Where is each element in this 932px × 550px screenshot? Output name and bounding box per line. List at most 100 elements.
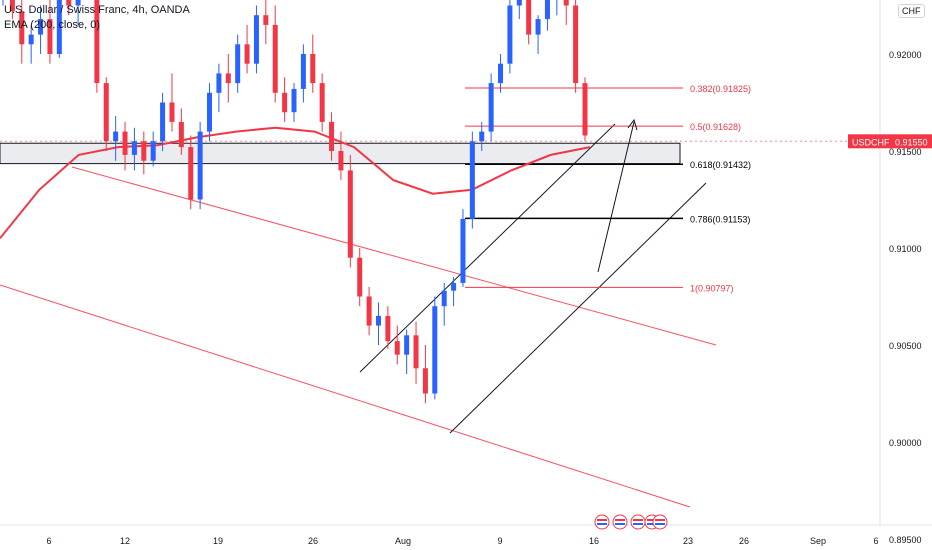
event-flag-icon[interactable] bbox=[630, 514, 646, 530]
flag-stripe bbox=[655, 519, 665, 521]
symbol-title[interactable]: U.S. Dollar / Swiss Franc, 4h, OANDA bbox=[4, 4, 190, 16]
candle-body bbox=[160, 102, 166, 142]
flag-circle bbox=[630, 514, 646, 530]
flag-circle bbox=[612, 514, 628, 530]
candlesticks bbox=[2, 0, 588, 404]
candle-body bbox=[9, 0, 15, 12]
candle-body bbox=[272, 24, 278, 93]
flag-stripe bbox=[633, 519, 643, 521]
candle-body bbox=[38, 19, 44, 35]
candle-body bbox=[216, 73, 222, 93]
candle-body bbox=[422, 368, 428, 394]
candle-body bbox=[113, 131, 119, 142]
time-tick-label: 23 bbox=[683, 536, 693, 546]
candle-body bbox=[141, 141, 147, 161]
candle-body bbox=[479, 131, 485, 142]
event-flag-icon[interactable] bbox=[652, 514, 668, 530]
time-tick-label: 6 bbox=[46, 536, 51, 546]
up-channel-lower bbox=[449, 182, 707, 434]
indicator-label[interactable]: EMA (200, close, 0) bbox=[4, 19, 100, 31]
time-tick-label: 26 bbox=[739, 536, 749, 546]
candle-body bbox=[75, 0, 81, 6]
candle-body bbox=[347, 170, 353, 258]
candle-body bbox=[66, 0, 72, 6]
time-tick-label: 6 bbox=[873, 536, 878, 546]
down-channel-upper bbox=[71, 166, 717, 346]
candle-body bbox=[563, 0, 569, 6]
candle-body bbox=[413, 335, 419, 369]
candle-body bbox=[47, 19, 53, 54]
candle-body bbox=[544, 0, 550, 20]
last-price-symbol: USDCHF bbox=[852, 137, 890, 147]
ema-200-line bbox=[0, 126, 591, 239]
candle-body bbox=[573, 5, 579, 84]
candle-body bbox=[357, 257, 363, 297]
time-tick-label: Sep bbox=[810, 536, 826, 546]
candle-body bbox=[188, 147, 194, 200]
candle-body bbox=[282, 92, 288, 113]
time-tick-label: 19 bbox=[213, 536, 223, 546]
fib-level-label: 1(0.90797) bbox=[690, 283, 734, 293]
fib-level-label: 0.382(0.91825) bbox=[690, 84, 751, 94]
flag-stripe bbox=[647, 523, 657, 525]
candle-body bbox=[131, 141, 137, 155]
flag-stripe bbox=[597, 519, 607, 521]
flag-circle bbox=[652, 514, 668, 530]
event-flag-icon[interactable] bbox=[612, 514, 628, 530]
flag-stripe bbox=[615, 523, 625, 525]
candle-body bbox=[516, 0, 522, 6]
candle-body bbox=[535, 19, 541, 35]
trend-channels bbox=[0, 123, 717, 508]
candle-body bbox=[235, 44, 241, 84]
candle-body bbox=[451, 282, 457, 291]
chart-legend: U.S. Dollar / Swiss Franc, 4h, OANDA EMA… bbox=[4, 3, 190, 33]
flag-circle bbox=[594, 514, 610, 530]
candle-body bbox=[329, 121, 335, 151]
candle-body bbox=[122, 131, 128, 155]
fib-retracement: 0(0.92460)0.382(0.91825)0.5(0.91628)0.61… bbox=[465, 84, 751, 293]
candle-body bbox=[225, 73, 231, 84]
candle-body bbox=[366, 296, 372, 326]
candle-body bbox=[207, 92, 213, 132]
projection-arrow bbox=[597, 118, 638, 273]
candle-body bbox=[441, 290, 447, 307]
ema-line bbox=[0, 126, 591, 239]
candle-body bbox=[169, 102, 175, 122]
event-flag-icon[interactable] bbox=[594, 514, 610, 530]
time-tick-label: 9 bbox=[497, 536, 502, 546]
candle-body bbox=[28, 34, 34, 45]
candle-body bbox=[263, 15, 269, 25]
candle-body bbox=[338, 151, 344, 171]
last-price-value: 0.91550 bbox=[895, 137, 928, 147]
price-tick-label: 0.90500 bbox=[889, 341, 922, 351]
time-tick-label: 12 bbox=[120, 536, 130, 546]
candle-body bbox=[498, 63, 504, 84]
event-flags bbox=[594, 514, 668, 530]
candle-body bbox=[244, 44, 250, 64]
candle-body bbox=[394, 341, 400, 355]
candle-body bbox=[432, 306, 438, 394]
candle-body bbox=[19, 11, 25, 45]
candle-body bbox=[582, 83, 588, 136]
fib-level-label: 0.5(0.91628) bbox=[690, 122, 741, 132]
candle-body bbox=[507, 5, 513, 64]
candle-body bbox=[103, 83, 109, 142]
candle-body bbox=[319, 83, 325, 122]
flag-stripe bbox=[615, 519, 625, 521]
projection-line bbox=[597, 121, 635, 273]
price-tick-label: 0.91000 bbox=[889, 244, 922, 254]
candle-body bbox=[178, 121, 184, 148]
price-tick-label: 0.91500 bbox=[889, 147, 922, 157]
arrow-head bbox=[627, 118, 638, 131]
flag-stripe bbox=[647, 519, 657, 521]
time-tick-label: 16 bbox=[589, 536, 599, 546]
time-tick-label: 26 bbox=[308, 536, 318, 546]
currency-button[interactable]: CHF bbox=[898, 4, 925, 18]
candle-body bbox=[404, 335, 410, 355]
flag-stripe bbox=[655, 523, 665, 525]
candle-body bbox=[375, 315, 381, 326]
price-tick-label: 0.90000 bbox=[889, 438, 922, 448]
candle-body bbox=[94, 0, 100, 84]
